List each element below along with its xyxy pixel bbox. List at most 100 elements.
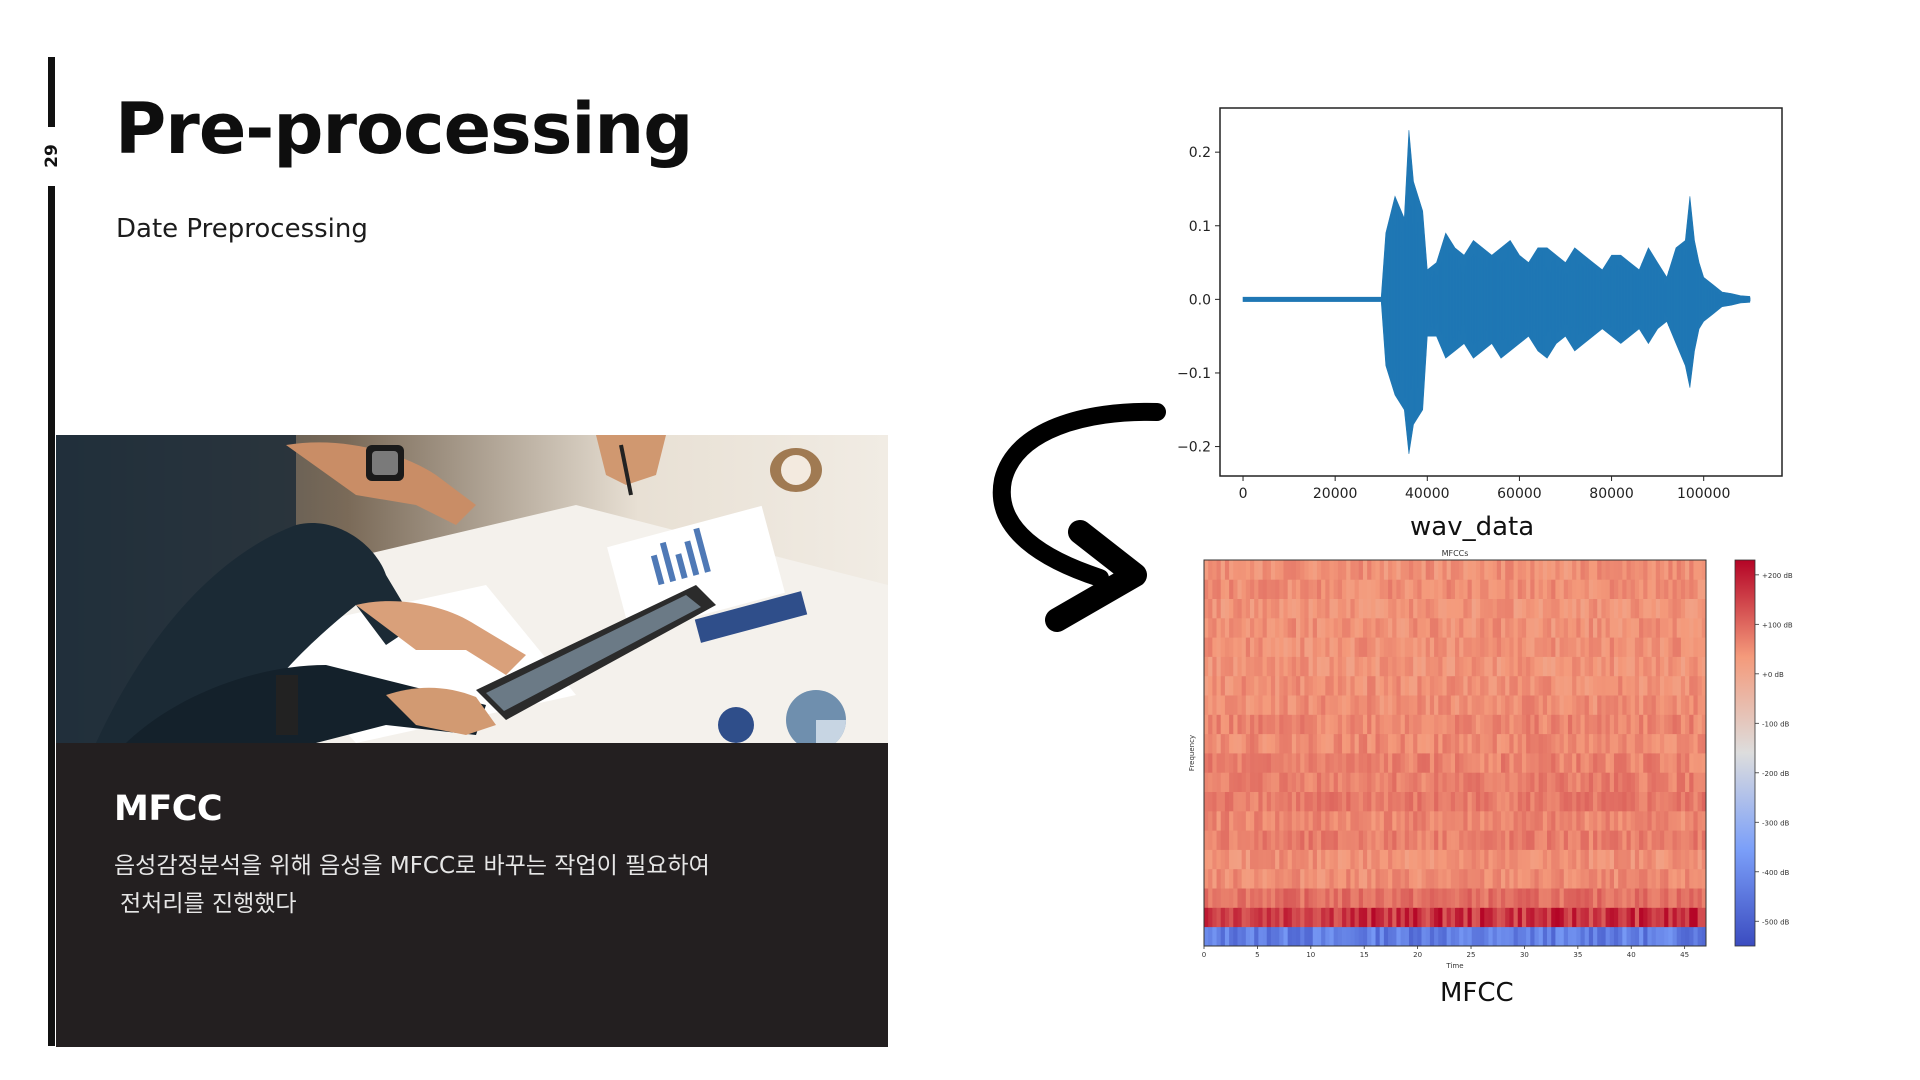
mfcc-cell — [1350, 714, 1355, 735]
mfcc-cell — [1287, 753, 1293, 773]
mfcc-cell — [1287, 675, 1293, 696]
mfcc-cell — [1270, 791, 1276, 812]
mfcc-cell — [1605, 714, 1611, 735]
mfcc-cell — [1597, 560, 1602, 580]
mfcc-cell — [1283, 772, 1289, 792]
mfcc-cell — [1233, 617, 1238, 638]
mfcc-cell — [1438, 637, 1443, 657]
mfcc-cell — [1237, 714, 1243, 735]
mfcc-cell — [1258, 753, 1263, 773]
mfcc-cell — [1463, 907, 1468, 928]
mfcc-cell — [1237, 753, 1243, 773]
mfcc-cell — [1501, 753, 1506, 773]
mfcc-cell — [1618, 926, 1623, 947]
card-description-line-2: 전처리를 진행했다 — [120, 891, 297, 917]
mfcc-cell — [1417, 849, 1422, 870]
mfcc-cell — [1697, 810, 1703, 831]
mfcc-cell — [1450, 675, 1456, 696]
mfcc-cell — [1208, 791, 1213, 812]
mfcc-cell — [1697, 675, 1703, 696]
mfcc-cell — [1413, 656, 1418, 677]
mfcc-cell — [1509, 695, 1514, 715]
mfcc-cell — [1220, 753, 1226, 773]
mfcc-cell — [1237, 675, 1243, 696]
mfcc-cell — [1496, 753, 1502, 773]
mfcc-cell — [1521, 849, 1527, 870]
mfcc-cell — [1438, 560, 1443, 580]
mfcc-cell — [1283, 637, 1289, 657]
mfcc-cell — [1342, 733, 1347, 754]
mfcc-cell — [1392, 753, 1397, 773]
mfcc-cell — [1291, 868, 1297, 889]
mfcc-cell — [1438, 675, 1443, 696]
mfcc-cell — [1567, 637, 1573, 657]
mfcc-cell — [1220, 830, 1226, 850]
mfcc-cell — [1375, 579, 1381, 599]
mfcc-cell — [1488, 907, 1494, 928]
mfcc-cell — [1304, 888, 1309, 908]
mfcc-cell — [1701, 772, 1707, 792]
mfcc-cell — [1697, 791, 1703, 812]
mfcc-cell — [1425, 888, 1431, 908]
mfcc-cell — [1392, 849, 1397, 870]
mfcc-cell — [1689, 830, 1694, 850]
mfcc-cell — [1563, 637, 1569, 657]
mfcc-cell — [1245, 579, 1251, 599]
mfcc-cell — [1701, 888, 1707, 908]
mfcc-cell — [1563, 714, 1569, 735]
mfcc-cell — [1413, 888, 1418, 908]
mfcc-cell — [1597, 888, 1602, 908]
mfcc-cell — [1329, 907, 1335, 928]
mfcc-cell — [1400, 695, 1406, 715]
mfcc-cell — [1371, 868, 1376, 889]
mfcc-cell — [1480, 656, 1485, 677]
mfcc-cell — [1417, 810, 1422, 831]
mfcc-cell — [1530, 810, 1535, 831]
mfcc-cell — [1701, 868, 1707, 889]
mfcc-cell — [1567, 695, 1573, 715]
mfcc-cell — [1492, 830, 1498, 850]
mfcc-cell — [1588, 733, 1594, 754]
mfcc-cell — [1664, 714, 1669, 735]
mfcc-cell — [1250, 926, 1255, 947]
mfcc-cell — [1697, 598, 1703, 619]
mfcc-cell — [1408, 926, 1414, 947]
mfcc-cell — [1664, 907, 1669, 928]
wav-x-tick-label: 0 — [1239, 486, 1248, 502]
mfcc-cell — [1559, 733, 1565, 754]
mfcc-cell — [1576, 733, 1581, 754]
mfcc-cell — [1664, 675, 1669, 696]
mfcc-cell — [1237, 733, 1243, 754]
mfcc-cell — [1337, 926, 1343, 947]
mfcc-cell — [1300, 675, 1305, 696]
mfcc-cell — [1325, 598, 1330, 619]
mfcc-cell — [1664, 733, 1669, 754]
mfcc-cell — [1296, 791, 1301, 812]
mfcc-cell — [1446, 598, 1452, 619]
mfcc-cell — [1467, 868, 1473, 889]
mfcc-cell — [1542, 675, 1548, 696]
mfcc-cell — [1580, 637, 1586, 657]
mfcc-cell — [1693, 888, 1699, 908]
mfcc-cell — [1509, 772, 1514, 792]
mfcc-cell — [1254, 637, 1259, 657]
mfcc-cell — [1693, 849, 1699, 870]
mfcc-cell — [1300, 579, 1305, 599]
mfcc-cell — [1693, 868, 1699, 889]
mfcc-cell — [1333, 926, 1339, 947]
wav-x-tick-label: 20000 — [1313, 486, 1358, 502]
mfcc-cell — [1618, 810, 1623, 831]
mfcc-cell — [1316, 695, 1322, 715]
mfcc-cell — [1233, 637, 1238, 657]
mfcc-cell — [1630, 830, 1636, 850]
mfcc-cell — [1442, 830, 1448, 850]
mfcc-cell — [1283, 675, 1289, 696]
mfcc-cell — [1530, 714, 1535, 735]
mfcc-cell — [1287, 598, 1293, 619]
mfcc-cell — [1438, 598, 1443, 619]
mfcc-cell — [1367, 926, 1372, 947]
mfcc-cell — [1467, 810, 1473, 831]
mfcc-cell — [1245, 656, 1251, 677]
mfcc-cell — [1308, 753, 1314, 773]
mfcc-cell — [1417, 617, 1422, 638]
